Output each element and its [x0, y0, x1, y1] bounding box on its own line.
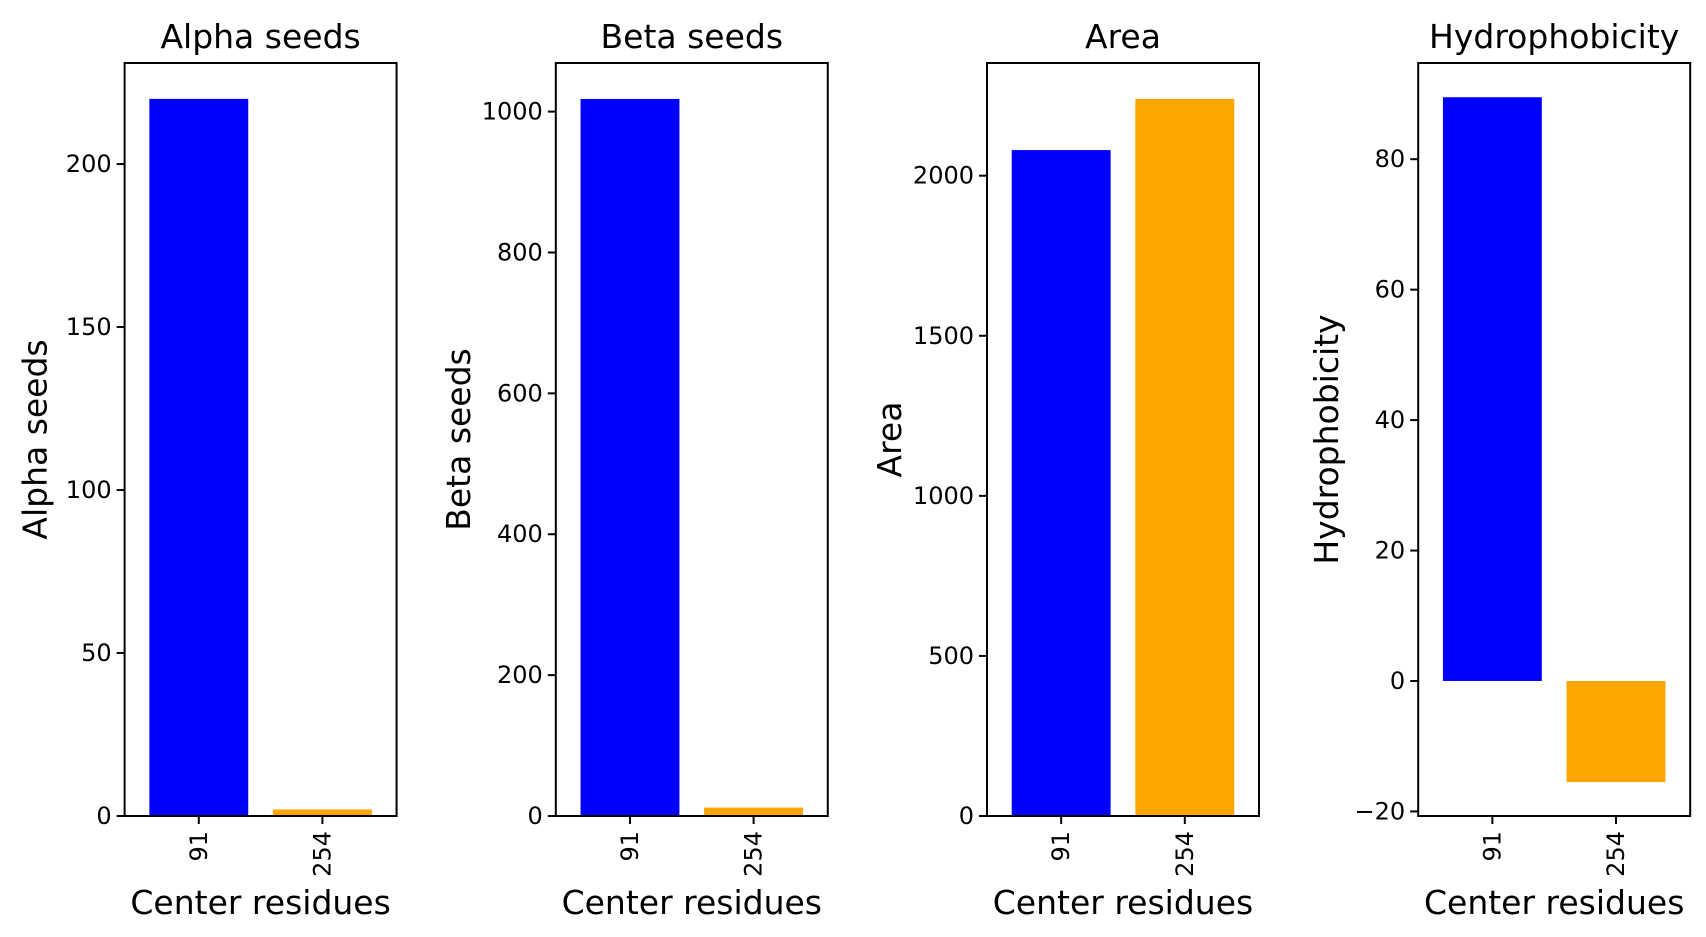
y-tick-label: 60: [1375, 276, 1406, 304]
y-tick-label: 40: [1375, 406, 1406, 434]
x-tick-label: 91: [1478, 831, 1506, 862]
panel-title: Alpha seeds: [160, 17, 360, 56]
y-tick-label: 200: [66, 150, 112, 178]
y-tick-label: 2000: [913, 162, 974, 190]
y-axis-label: Alpha seeds: [16, 339, 55, 539]
y-tick-label: 80: [1375, 145, 1406, 173]
y-tick-label: 0: [528, 802, 543, 830]
chart-panel-4: −20 0 20 40 60 80 91 254 Hydrophobicity Center re…: [1307, 17, 1692, 922]
y-tick-label: 20: [1375, 537, 1406, 565]
axes-frame: [554, 62, 829, 817]
chart-panel-1: 0 50 100 150 200 91 254 Alpha seeds Center resid…: [16, 17, 398, 922]
y-tick-label: 1000: [913, 482, 974, 510]
x-tick-label: 91: [616, 831, 644, 862]
axes-frame: [986, 62, 1260, 817]
bar-91: [149, 98, 249, 817]
bar-254: [704, 807, 804, 816]
panel-title: Hydrophobicity: [1429, 17, 1679, 56]
x-tick-label: 254: [1602, 831, 1630, 877]
y-tick-label: 100: [66, 476, 112, 504]
x-axis-label: Center residues: [130, 883, 390, 922]
y-axis-label: Beta seeds: [439, 348, 478, 531]
y-axis-label: Area: [870, 402, 909, 478]
bar-254: [272, 809, 372, 816]
x-axis-label: Center residues: [993, 883, 1253, 922]
y-tick-label: 200: [497, 661, 543, 689]
y-tick-label: 1500: [913, 322, 974, 350]
y-tick-label: 1000: [482, 98, 543, 126]
x-tick-label: 91: [1047, 831, 1075, 862]
bar-254: [1566, 680, 1666, 783]
y-tick-label: 0: [1390, 667, 1405, 695]
x-axis-label: Center residues: [562, 883, 822, 922]
x-tick-label: 254: [740, 831, 768, 877]
panel-title: Area: [1085, 17, 1161, 56]
x-tick-label: 91: [185, 831, 213, 862]
axes-frame: [123, 62, 398, 817]
bar-91: [580, 98, 680, 817]
bar-91: [1011, 150, 1111, 816]
bar-254: [1135, 98, 1235, 817]
chart-panel-2: 0 200 400 600 800 1000 91 254 Beta seeds Center r…: [439, 17, 829, 922]
y-tick-label: 500: [928, 642, 974, 670]
bar-91: [1442, 97, 1542, 681]
y-axis-label: Hydrophobicity: [1307, 314, 1346, 564]
y-tick-label: 150: [66, 313, 112, 341]
chart-panel-3: 0 500 1000 1500 2000 91 254 Area Center residues…: [870, 17, 1260, 922]
panel-title: Beta seeds: [601, 17, 784, 56]
y-tick-label: 800: [497, 238, 543, 266]
y-tick-label: 0: [959, 802, 974, 830]
y-tick-label: 600: [497, 379, 543, 407]
x-tick-label: 254: [1171, 831, 1199, 877]
y-tick-label: 400: [497, 520, 543, 548]
y-tick-label: 0: [96, 802, 111, 830]
axes-frame: [1417, 62, 1692, 817]
x-tick-label: 254: [308, 831, 336, 877]
x-axis-label: Center residues: [1424, 883, 1684, 922]
y-tick-label: 50: [81, 639, 112, 667]
y-tick-label: −20: [1355, 797, 1406, 825]
